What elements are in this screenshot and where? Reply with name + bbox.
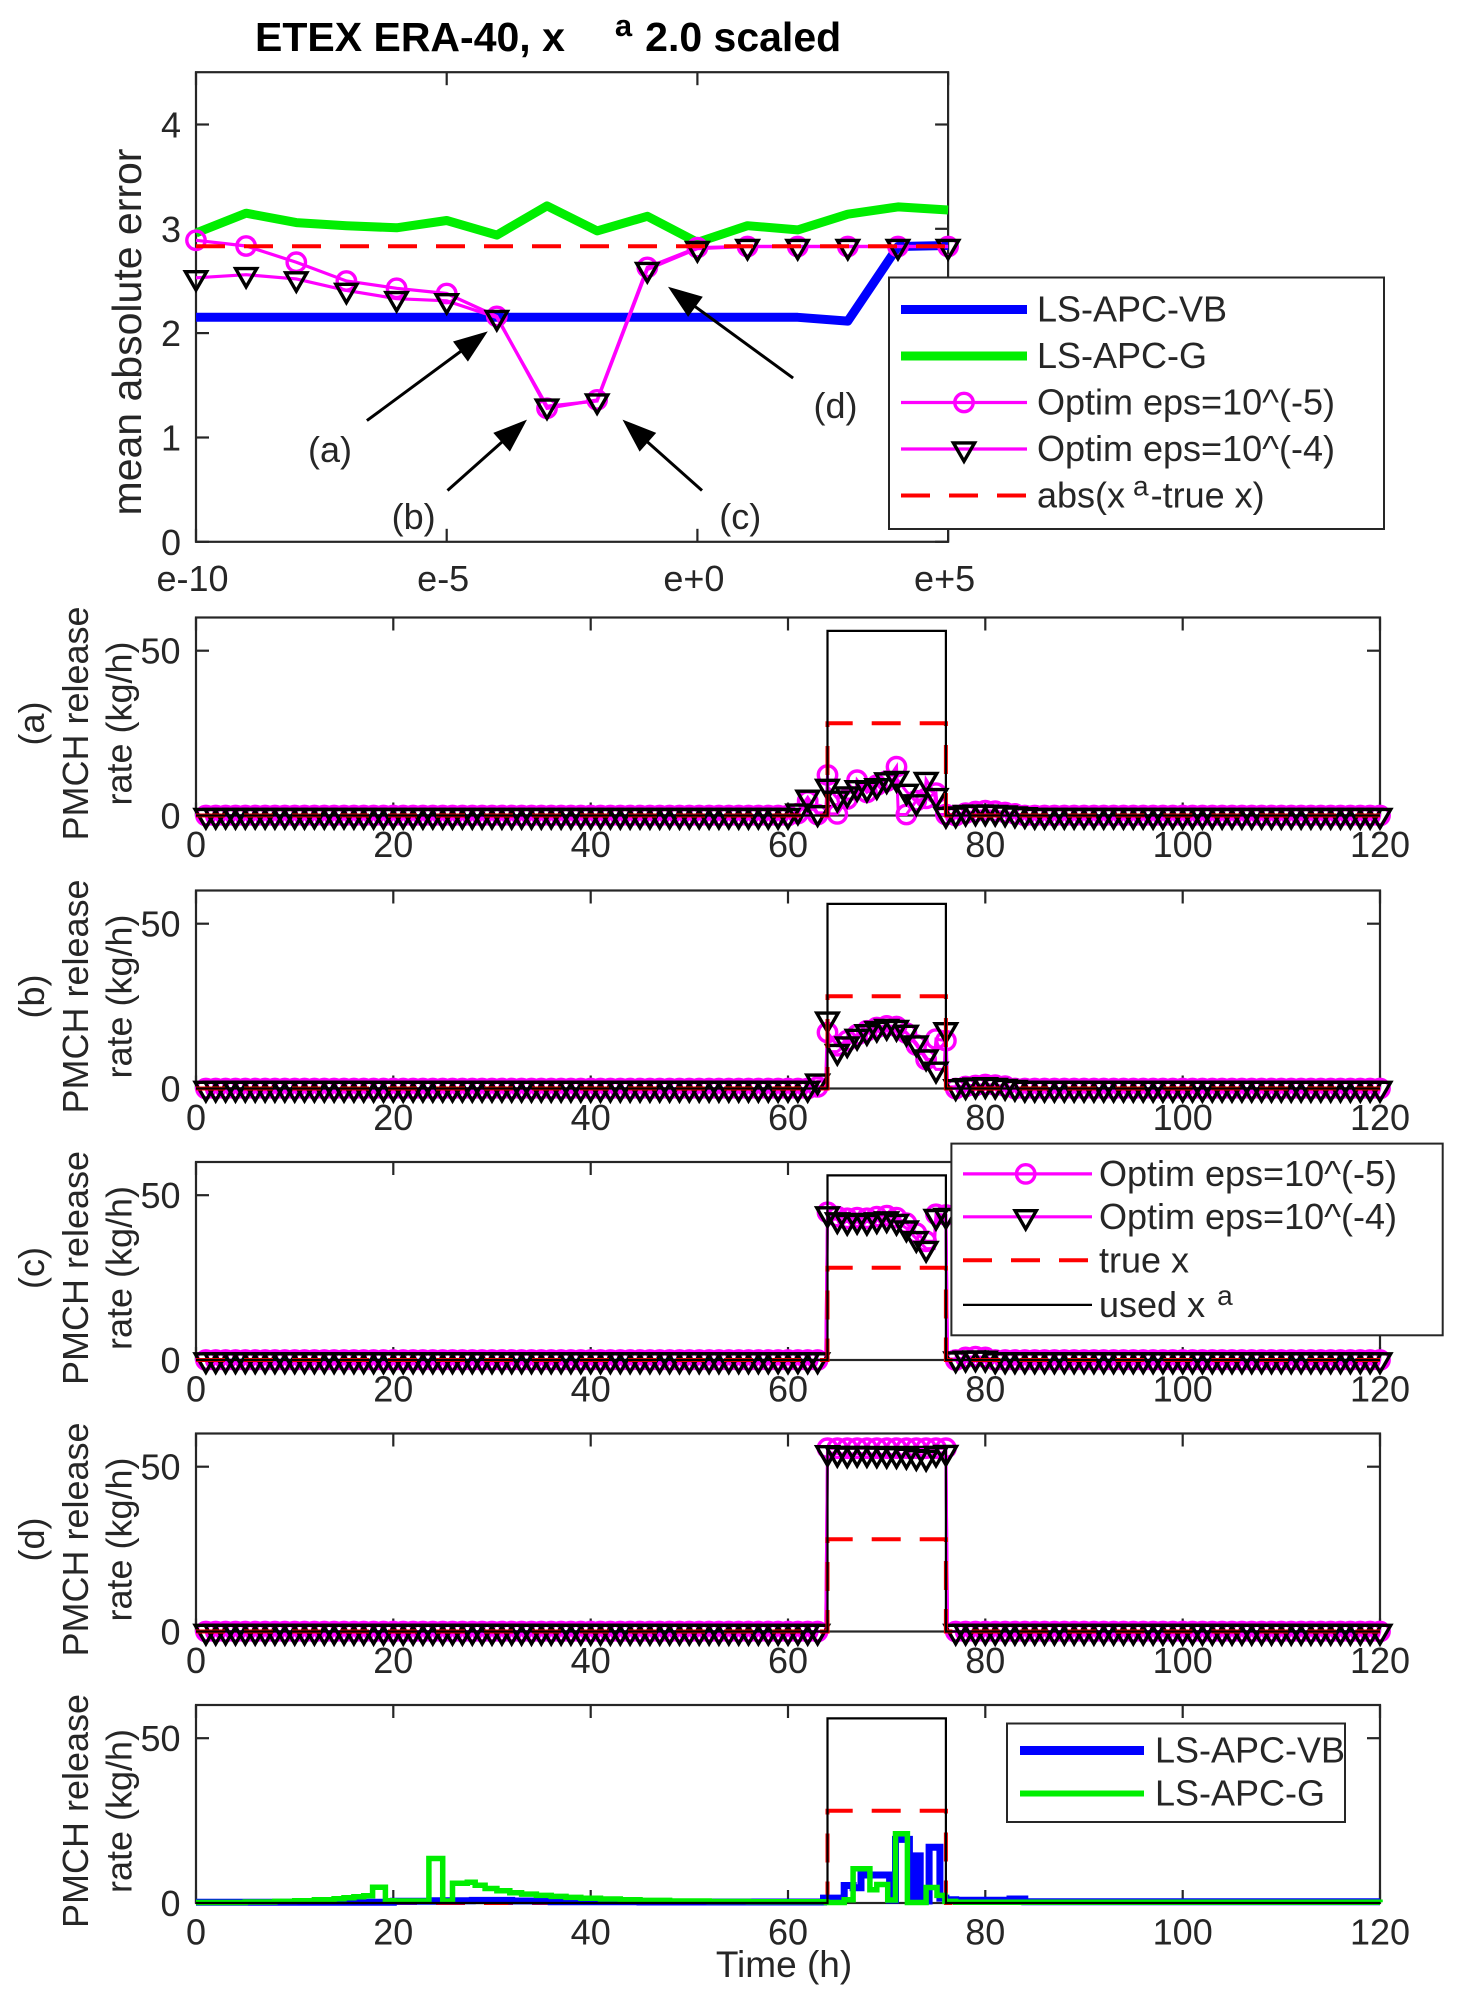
svg-text:abs(xa-true x): abs(x a-true x) [1037, 471, 1265, 516]
svg-text:(c): (c) [719, 496, 761, 537]
svg-text:0: 0 [160, 1340, 180, 1381]
svg-text:0: 0 [186, 1369, 206, 1410]
svg-text:1: 1 [161, 418, 181, 459]
svg-text:(a): (a) [11, 702, 52, 746]
svg-text:0: 0 [160, 796, 180, 837]
svg-text:(c): (c) [11, 1247, 52, 1289]
svg-text:50: 50 [140, 631, 180, 672]
svg-text:0: 0 [160, 1069, 180, 1110]
svg-text:80: 80 [965, 1369, 1005, 1410]
svg-text:PMCH release: PMCH release [55, 606, 96, 840]
svg-text:rate (kg/h): rate (kg/h) [99, 1729, 140, 1893]
svg-text:100: 100 [1153, 1912, 1213, 1953]
svg-text:rate (kg/h): rate (kg/h) [99, 914, 140, 1078]
svg-text:50: 50 [140, 904, 180, 945]
svg-text:Optim eps=10^(-5): Optim eps=10^(-5) [1037, 382, 1335, 423]
svg-text:(d): (d) [11, 1518, 52, 1562]
svg-text:50: 50 [140, 1175, 180, 1216]
svg-text:0: 0 [186, 1912, 206, 1953]
svg-text:2: 2 [161, 313, 181, 354]
svg-text:Optim eps=10^(-4): Optim eps=10^(-4) [1037, 428, 1335, 469]
svg-text:Optim eps=10^(-4): Optim eps=10^(-4) [1099, 1196, 1397, 1237]
svg-text:(d): (d) [814, 385, 858, 426]
svg-text:LS-APC-VB: LS-APC-VB [1155, 1730, 1345, 1771]
svg-text:120: 120 [1350, 1912, 1410, 1953]
svg-text:ETEX ERA-40, xa2.0 scaled: ETEX ERA-40, x a 2.0 scaled [255, 8, 841, 60]
svg-text:80: 80 [965, 1912, 1005, 1953]
svg-text:e-10: e-10 [156, 558, 228, 599]
svg-text:PMCH release: PMCH release [55, 1694, 96, 1928]
svg-text:rate (kg/h): rate (kg/h) [99, 1186, 140, 1350]
svg-text:20: 20 [373, 1912, 413, 1953]
svg-text:rate (kg/h): rate (kg/h) [99, 1457, 140, 1621]
svg-text:0: 0 [160, 1612, 180, 1653]
svg-text:0: 0 [186, 1097, 206, 1138]
svg-text:mean absolute error: mean absolute error [104, 149, 150, 516]
svg-text:50: 50 [140, 1447, 180, 1488]
svg-text:Time (h): Time (h) [716, 1944, 852, 1985]
svg-text:0: 0 [160, 1883, 180, 1924]
svg-text:true x: true x [1099, 1239, 1189, 1280]
svg-text:(b): (b) [11, 975, 52, 1019]
svg-text:e-5: e-5 [417, 558, 469, 599]
svg-text:LS-APC-VB: LS-APC-VB [1037, 289, 1227, 330]
svg-text:3: 3 [161, 209, 181, 250]
svg-text:0: 0 [186, 1640, 206, 1681]
svg-text:0: 0 [186, 824, 206, 865]
svg-text:rate (kg/h): rate (kg/h) [99, 641, 140, 805]
svg-text:40: 40 [571, 1912, 611, 1953]
svg-text:80: 80 [965, 824, 1005, 865]
svg-text:PMCH release: PMCH release [55, 1422, 96, 1656]
svg-text:e+5: e+5 [914, 558, 975, 599]
svg-text:LS-APC-G: LS-APC-G [1037, 335, 1207, 376]
svg-text:Optim eps=10^(-5): Optim eps=10^(-5) [1099, 1153, 1397, 1194]
svg-text:LS-APC-G: LS-APC-G [1155, 1773, 1325, 1814]
svg-text:(b): (b) [392, 496, 436, 537]
svg-text:0: 0 [161, 522, 181, 563]
svg-text:80: 80 [965, 1097, 1005, 1138]
svg-text:e+0: e+0 [663, 558, 724, 599]
svg-text:60: 60 [768, 1912, 808, 1953]
svg-text:PMCH release: PMCH release [55, 1151, 96, 1385]
svg-text:PMCH release: PMCH release [55, 879, 96, 1113]
svg-text:50: 50 [140, 1718, 180, 1759]
svg-text:(a): (a) [308, 429, 352, 470]
svg-text:4: 4 [161, 105, 181, 146]
